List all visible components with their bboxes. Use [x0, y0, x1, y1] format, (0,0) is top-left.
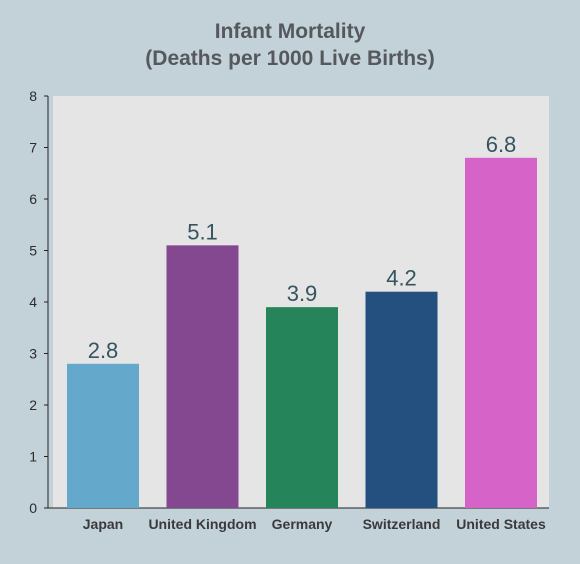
y-tick-label-8: 8 [29, 88, 37, 104]
category-label-japan: Japan [83, 516, 123, 532]
data-label-switzerland: 4.2 [386, 266, 417, 291]
bar-germany [266, 307, 338, 508]
data-label-germany: 3.9 [287, 281, 318, 306]
y-tick-label-3: 3 [29, 346, 37, 362]
chart-title-line-2: (Deaths per 1000 Live Births) [145, 47, 435, 70]
bar-united-states [465, 157, 537, 509]
bar-united-kingdom [166, 245, 239, 508]
bars-group [67, 157, 537, 509]
bar-japan [67, 363, 139, 508]
chart-title: Infant Mortality (Deaths per 1000 Live B… [0, 18, 580, 72]
y-tick-label-0: 0 [29, 500, 37, 516]
data-label-united-kingdom: 5.1 [187, 219, 218, 244]
category-label-united-kingdom: United Kingdom [148, 516, 256, 532]
y-tick-label-5: 5 [29, 243, 37, 259]
data-label-united-states: 6.8 [486, 132, 517, 157]
category-label-switzerland: Switzerland [363, 516, 441, 532]
data-label-japan: 2.8 [88, 338, 119, 363]
y-tick-label-1: 1 [29, 449, 37, 465]
y-tick-label-4: 4 [29, 294, 37, 310]
y-tick-label-6: 6 [29, 191, 37, 207]
y-tick-label-2: 2 [29, 397, 37, 413]
data-labels-group: 2.8 5.1 3.9 4.2 6.8 [88, 132, 517, 363]
category-label-germany: Germany [272, 516, 333, 532]
y-axis-ticks: 0 1 2 3 4 5 6 7 8 [29, 88, 48, 516]
category-label-united-states: United States [456, 516, 546, 532]
chart-title-line-1: Infant Mortality [214, 20, 366, 43]
category-labels-group: Japan United Kingdom Germany Switzerland Uni… [83, 516, 546, 532]
bar-switzerland [365, 291, 438, 508]
y-tick-label-7: 7 [29, 140, 37, 156]
